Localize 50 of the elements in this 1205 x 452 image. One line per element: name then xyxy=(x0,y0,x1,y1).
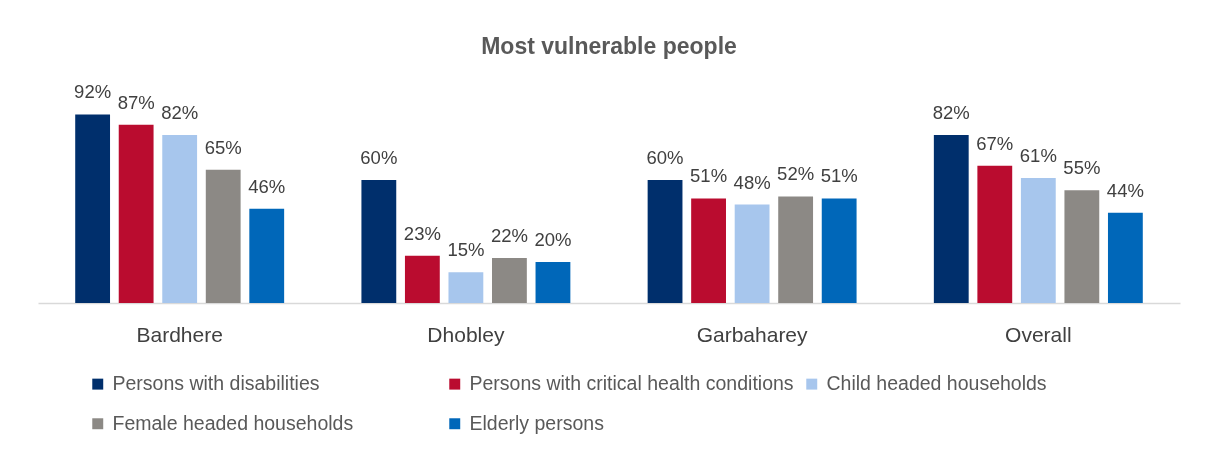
data-label: 51% xyxy=(820,165,858,187)
x-tick-label: Bardhere xyxy=(136,322,223,346)
x-tick-label: Dhobley xyxy=(427,322,505,346)
data-label: 22% xyxy=(490,224,528,246)
data-label: 48% xyxy=(733,171,771,193)
x-tick-label: Overall xyxy=(1005,322,1072,346)
bar xyxy=(647,180,683,303)
data-label: 46% xyxy=(248,175,286,197)
data-label: 60% xyxy=(646,147,684,168)
legend-label: Child headed households xyxy=(826,372,1047,395)
bar xyxy=(734,204,770,303)
data-label: 82% xyxy=(161,101,199,123)
data-label: 92% xyxy=(74,81,112,103)
bar xyxy=(75,114,111,303)
bar xyxy=(933,134,969,303)
data-label: 60% xyxy=(360,147,398,168)
legend-label: Elderly persons xyxy=(469,411,605,434)
data-label: 61% xyxy=(1019,144,1057,166)
bar xyxy=(205,169,241,303)
bar xyxy=(448,272,484,303)
legend-label: Persons with disabilities xyxy=(112,372,320,395)
data-label: 44% xyxy=(1106,179,1144,201)
data-label: 87% xyxy=(117,91,155,113)
data-label: 55% xyxy=(1063,157,1101,179)
bar xyxy=(691,198,726,303)
data-label: 52% xyxy=(777,163,815,185)
bar xyxy=(361,180,397,303)
legend-label: Persons with critical health conditions xyxy=(469,372,794,395)
data-label: 51% xyxy=(690,165,728,187)
bar xyxy=(118,124,154,303)
bar xyxy=(1064,190,1100,303)
bar xyxy=(821,198,857,303)
bar xyxy=(778,196,814,303)
legend-label: Female headed households xyxy=(112,411,354,434)
bar xyxy=(1107,212,1143,303)
data-label: 65% xyxy=(204,136,242,158)
bar xyxy=(535,262,571,303)
chart-title: Most vulnerable people xyxy=(481,33,737,60)
x-tick-label: Garbaharey xyxy=(696,322,809,346)
bar xyxy=(1020,177,1056,303)
data-label: 15% xyxy=(447,239,485,261)
data-label: 82% xyxy=(932,101,970,123)
bar xyxy=(162,134,198,303)
bar xyxy=(404,255,440,303)
bar xyxy=(977,165,1013,303)
data-label: 20% xyxy=(534,229,572,250)
data-label: 23% xyxy=(403,222,441,244)
data-label: 67% xyxy=(976,132,1014,154)
bar xyxy=(249,208,285,303)
bar xyxy=(492,257,527,303)
